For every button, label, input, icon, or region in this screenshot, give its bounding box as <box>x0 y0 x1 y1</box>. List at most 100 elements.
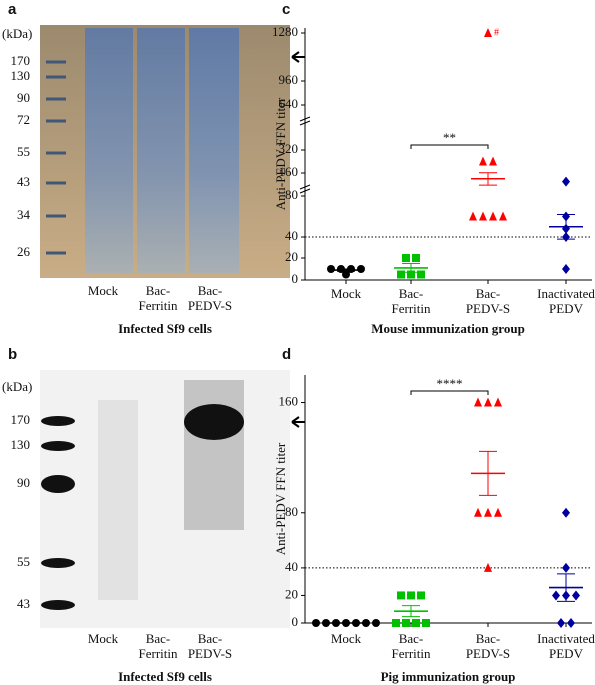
data-point <box>412 619 420 627</box>
y-tick-label: 0 <box>292 271 299 286</box>
lane-label: Ferritin <box>139 646 178 661</box>
data-point <box>402 254 410 262</box>
lane-label: Bac- <box>198 283 223 298</box>
blot-band <box>184 404 244 440</box>
lane-label: Mock <box>88 283 119 298</box>
ladder-band <box>46 181 66 185</box>
significance-bracket <box>410 144 489 149</box>
data-point <box>484 507 492 517</box>
ladder-band <box>46 97 66 101</box>
marker-label: 90 <box>17 475 30 490</box>
data-point <box>417 270 425 279</box>
data-point <box>494 397 502 407</box>
caption: Infected Sf9 cells <box>118 669 212 684</box>
y-tick-label: 40 <box>285 228 298 243</box>
data-point <box>494 507 502 517</box>
annotation: **** <box>437 376 463 391</box>
marker-label: 26 <box>17 244 31 259</box>
annotation: # <box>494 27 499 38</box>
error-bar <box>479 172 497 186</box>
marker-label: 90 <box>17 90 30 105</box>
data-point <box>327 265 335 273</box>
data-point <box>357 265 365 273</box>
x-tick-label: PEDV <box>549 646 584 661</box>
y-tick-label: 1280 <box>272 24 298 39</box>
marker-label: 170 <box>11 412 31 427</box>
data-point <box>372 619 380 627</box>
error-bar <box>557 213 575 240</box>
gel-lane <box>137 28 185 273</box>
error-bar <box>337 268 355 272</box>
data-point <box>562 562 570 573</box>
ladder-band <box>41 416 75 426</box>
data-point <box>407 591 415 600</box>
lane-label: Bac- <box>198 631 223 646</box>
y-tick-label: 40 <box>285 559 298 574</box>
x-tick-label: Bac- <box>476 286 501 301</box>
data-point <box>562 264 570 274</box>
y-tick-label: 640 <box>279 96 299 111</box>
lane-label: Mock <box>88 631 119 646</box>
x-tick-label: Ferritin <box>392 301 431 316</box>
y-axis-label: Anti-PEDV FFN titer <box>273 442 288 555</box>
data-point <box>484 397 492 407</box>
data-point <box>322 619 330 627</box>
ladder-band <box>46 75 66 79</box>
error-bar <box>402 263 420 273</box>
error-bar <box>402 605 420 618</box>
y-tick-label: 80 <box>285 187 298 202</box>
data-point <box>484 28 492 37</box>
y-tick-label: 160 <box>279 164 299 179</box>
data-point <box>572 590 580 601</box>
ladder-band <box>46 151 66 155</box>
y-tick-label: 320 <box>279 141 299 156</box>
data-point <box>392 619 400 627</box>
blot-image <box>40 370 290 628</box>
arrow <box>291 51 305 63</box>
data-point <box>422 619 430 627</box>
ladder-band <box>46 214 66 218</box>
ladder-band <box>41 558 75 568</box>
error-bar <box>557 573 575 602</box>
ladder-band <box>46 60 66 64</box>
x-tick-label: PEDV-S <box>466 301 510 316</box>
lane-label: PEDV-S <box>188 298 232 313</box>
y-tick-label: 20 <box>285 586 298 601</box>
x-tick-label: Ferritin <box>392 646 431 661</box>
lane-label: PEDV-S <box>188 646 232 661</box>
ladder-band <box>41 600 75 610</box>
gel-lane <box>85 28 133 273</box>
data-point <box>562 176 570 187</box>
data-point <box>562 507 570 518</box>
gel-lane <box>189 28 239 273</box>
data-point <box>474 507 482 517</box>
data-point <box>489 211 497 221</box>
axis-break <box>299 184 311 194</box>
x-tick-label: Inactivated <box>537 631 595 646</box>
marker-label: 34 <box>17 207 31 222</box>
data-point <box>484 562 492 572</box>
x-tick-label: Bac- <box>476 631 501 646</box>
data-point <box>557 618 565 628</box>
data-point <box>402 619 410 627</box>
y-tick-label: 20 <box>285 249 298 264</box>
data-point <box>479 211 487 221</box>
data-point <box>499 211 507 221</box>
x-tick-label: PEDV <box>549 301 584 316</box>
x-tick-label: Mock <box>331 286 362 301</box>
unit-label: (kDa) <box>2 26 32 41</box>
panel-label: a <box>8 1 17 18</box>
marker-label: 170 <box>11 53 31 68</box>
data-point <box>312 619 320 627</box>
ladder-band <box>46 251 66 255</box>
annotation: ** <box>443 130 456 145</box>
data-point <box>417 591 425 600</box>
x-tick-label: Bac- <box>399 286 424 301</box>
blot-lane <box>184 380 244 530</box>
panel-label: d <box>282 346 291 363</box>
axis-break <box>299 116 311 126</box>
data-point <box>469 211 477 221</box>
x-tick-label: PEDV-S <box>466 646 510 661</box>
data-point <box>342 270 350 279</box>
marker-label: 43 <box>17 596 30 611</box>
